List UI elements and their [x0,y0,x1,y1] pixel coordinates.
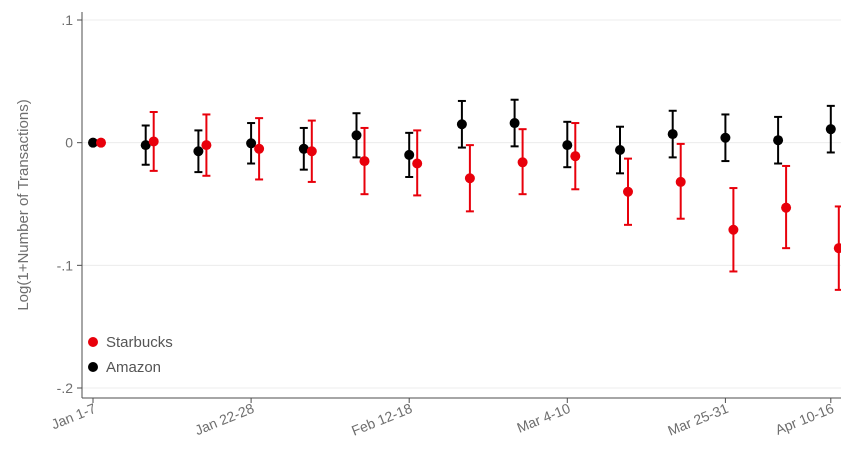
data-point [359,156,370,167]
y-tick-label: -.1 [57,257,74,273]
data-point [298,143,309,154]
data-point [833,243,841,254]
data-point [96,137,106,148]
data-point [570,151,581,162]
data-point [412,158,423,169]
data-point [509,118,520,129]
data-point [464,173,475,184]
x-tick-label: Apr 10-16 [773,400,836,438]
data-point [351,130,362,141]
data-point [720,132,731,143]
data-point [404,149,415,160]
data-point [456,119,467,130]
data-point [623,186,633,197]
data-point [781,202,792,213]
legend-label-starbucks: Starbucks [106,334,173,351]
x-tick-label: Feb 12-18 [349,400,414,439]
y-ticks: .1 0 -.1 -.2 [57,12,82,396]
data-point [667,129,678,140]
data-point [615,145,625,156]
series-starbucks [96,111,841,291]
y-axis-title: Log(1+Number of Transactions) [15,99,32,310]
x-tick-label: Mar 25-31 [665,400,730,439]
x-tick-label: Jan 22-28 [192,400,256,438]
data-point [148,136,159,147]
x-ticks: Jan 1-7 Jan 22-28 Feb 12-18 Mar 4-10 Mar 25-… [49,398,836,439]
y-tick-label: -.2 [57,380,74,396]
legend-marker-starbucks [88,337,98,347]
data-point [825,124,836,135]
data-point [306,146,317,157]
x-tick-label: Jan 1-7 [49,400,98,432]
series-amazon [88,98,836,179]
data-point [88,137,98,148]
grid-lines [82,19,841,389]
y-tick-label: .1 [61,12,73,28]
legend-label-amazon: Amazon [106,359,161,376]
data-point [201,140,212,151]
data-point [140,140,151,151]
data-point [193,146,204,157]
data-point [254,143,265,154]
data-point [773,135,784,146]
x-tick-label: Mar 4-10 [514,400,572,436]
legend-marker-amazon [88,362,98,372]
y-tick-label: 0 [65,135,73,151]
data-point [675,176,686,187]
data-point [246,138,257,149]
data-point [517,157,528,168]
legend: Starbucks Amazon [88,334,173,376]
data-point [728,224,739,235]
data-point [562,140,573,151]
series [88,98,841,291]
